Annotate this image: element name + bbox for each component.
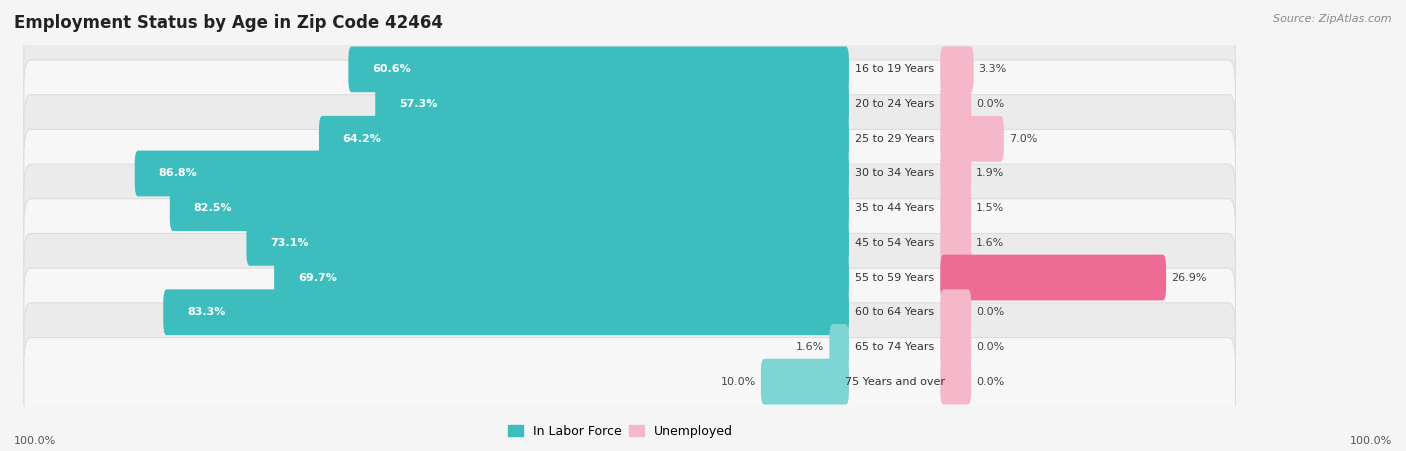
Text: Employment Status by Age in Zip Code 42464: Employment Status by Age in Zip Code 424… [14,14,443,32]
FancyBboxPatch shape [941,116,1004,161]
FancyBboxPatch shape [941,324,972,370]
FancyBboxPatch shape [830,324,849,370]
FancyBboxPatch shape [349,46,849,92]
Text: 1.6%: 1.6% [796,342,824,352]
FancyBboxPatch shape [941,151,972,196]
Text: 0.0%: 0.0% [976,99,1004,109]
FancyBboxPatch shape [24,268,1236,356]
Legend: In Labor Force, Unemployed: In Labor Force, Unemployed [503,420,738,443]
Text: 35 to 44 Years: 35 to 44 Years [855,203,934,213]
FancyBboxPatch shape [24,164,1236,252]
Text: 60 to 64 Years: 60 to 64 Years [855,307,934,317]
Text: 86.8%: 86.8% [159,169,197,179]
FancyBboxPatch shape [170,185,849,231]
Text: 7.0%: 7.0% [1008,134,1038,144]
FancyBboxPatch shape [941,255,1166,300]
FancyBboxPatch shape [941,290,972,335]
Text: 100.0%: 100.0% [14,437,56,446]
Text: Source: ZipAtlas.com: Source: ZipAtlas.com [1274,14,1392,23]
FancyBboxPatch shape [163,290,849,335]
FancyBboxPatch shape [941,81,972,127]
Text: 16 to 19 Years: 16 to 19 Years [855,64,934,74]
FancyBboxPatch shape [24,337,1236,426]
FancyBboxPatch shape [135,151,849,196]
FancyBboxPatch shape [24,25,1236,114]
FancyBboxPatch shape [941,46,974,92]
FancyBboxPatch shape [941,359,972,405]
FancyBboxPatch shape [24,199,1236,287]
Text: 83.3%: 83.3% [187,307,225,317]
Text: 10.0%: 10.0% [721,377,756,387]
Text: 73.1%: 73.1% [270,238,308,248]
Text: 64.2%: 64.2% [343,134,381,144]
FancyBboxPatch shape [375,81,849,127]
Text: 0.0%: 0.0% [976,307,1004,317]
FancyBboxPatch shape [246,220,849,266]
Text: 20 to 24 Years: 20 to 24 Years [855,99,934,109]
FancyBboxPatch shape [24,129,1236,217]
FancyBboxPatch shape [319,116,849,161]
Text: 25 to 29 Years: 25 to 29 Years [855,134,934,144]
FancyBboxPatch shape [24,95,1236,183]
Text: 57.3%: 57.3% [399,99,437,109]
Text: 75 Years and over: 75 Years and over [845,377,945,387]
Text: 1.5%: 1.5% [976,203,1004,213]
Text: 69.7%: 69.7% [298,272,336,282]
Text: 82.5%: 82.5% [194,203,232,213]
FancyBboxPatch shape [941,220,972,266]
Text: 100.0%: 100.0% [1350,437,1392,446]
FancyBboxPatch shape [24,303,1236,391]
FancyBboxPatch shape [761,359,849,405]
FancyBboxPatch shape [274,255,849,300]
FancyBboxPatch shape [941,185,972,231]
Text: 3.3%: 3.3% [979,64,1007,74]
Text: 45 to 54 Years: 45 to 54 Years [855,238,934,248]
Text: 60.6%: 60.6% [373,64,411,74]
Text: 1.6%: 1.6% [976,238,1004,248]
Text: 0.0%: 0.0% [976,342,1004,352]
FancyBboxPatch shape [24,234,1236,322]
Text: 55 to 59 Years: 55 to 59 Years [855,272,934,282]
Text: 65 to 74 Years: 65 to 74 Years [855,342,934,352]
FancyBboxPatch shape [24,60,1236,148]
Text: 1.9%: 1.9% [976,169,1004,179]
Text: 30 to 34 Years: 30 to 34 Years [855,169,934,179]
Text: 0.0%: 0.0% [976,377,1004,387]
Text: 26.9%: 26.9% [1171,272,1206,282]
